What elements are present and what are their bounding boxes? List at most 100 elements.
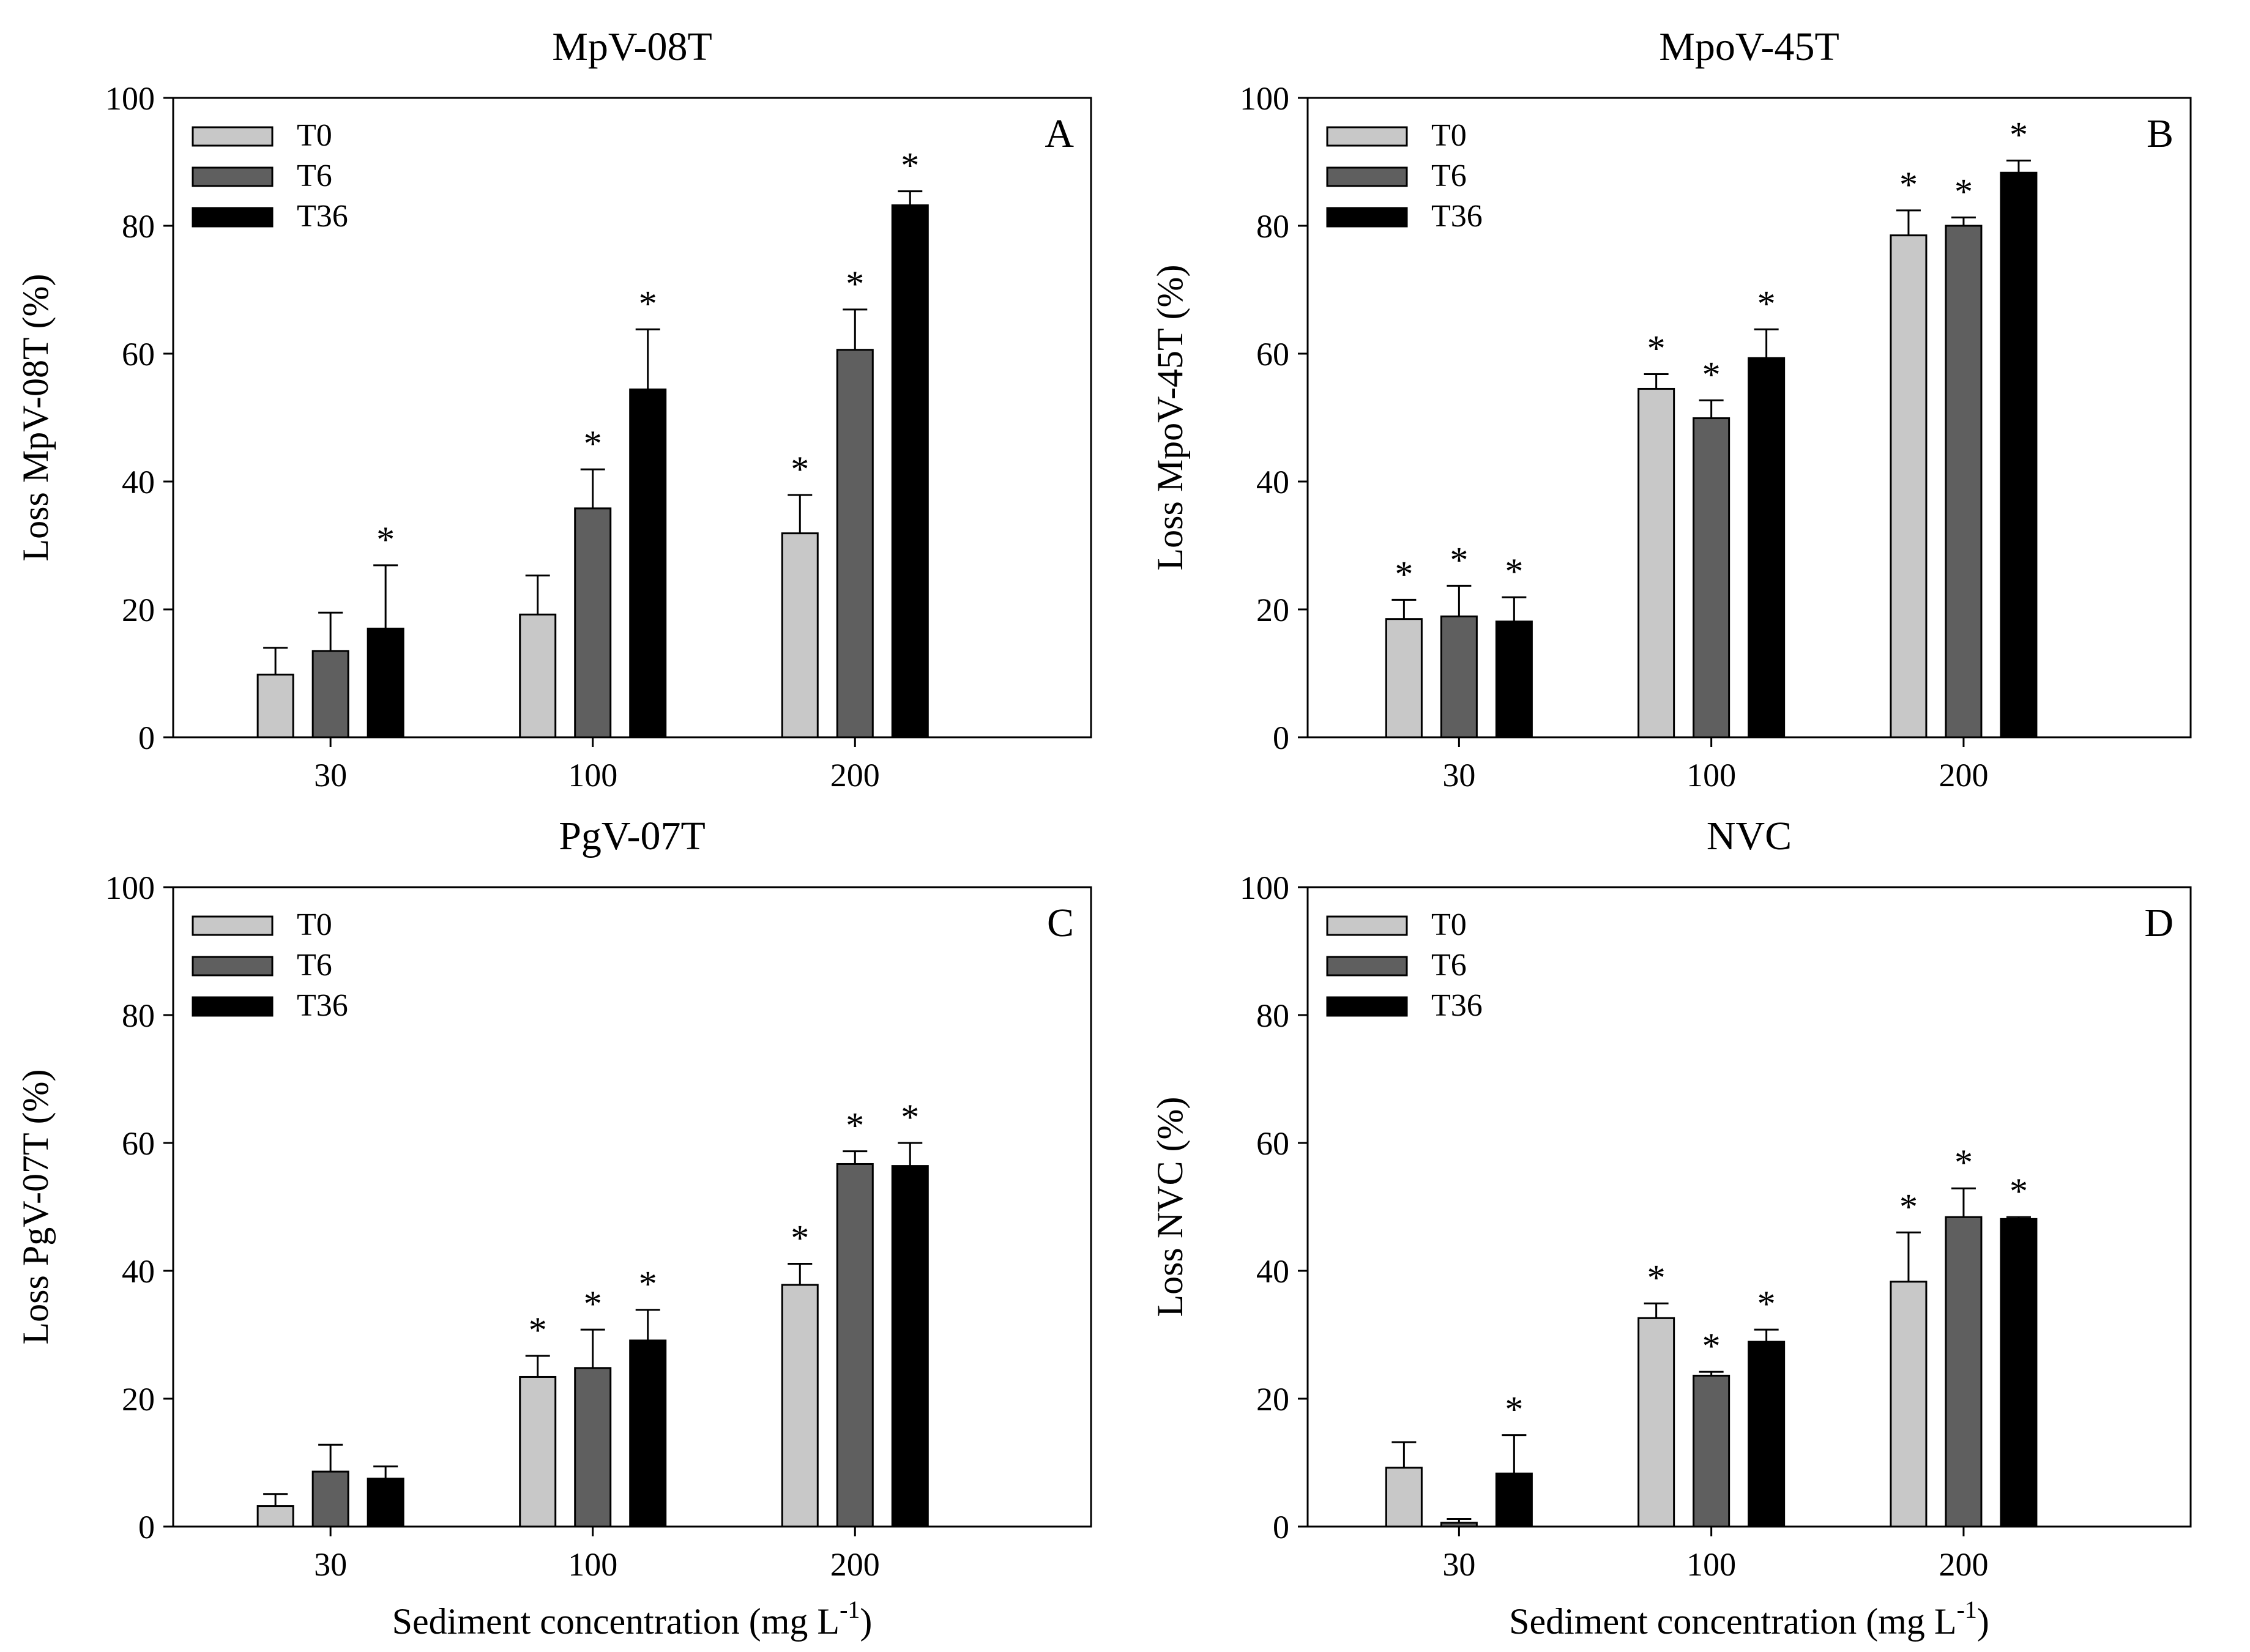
bar-t6-200: [836, 1163, 874, 1528]
x-tick-label: 100: [568, 1546, 617, 1583]
bar-t36-200: [891, 204, 929, 739]
significance-star: *: [1702, 354, 1721, 395]
bar-t0-200: [781, 532, 819, 739]
y-tick-label: 20: [122, 1381, 155, 1418]
bar-t6-100: [1693, 1374, 1730, 1528]
bar-t36-30: [367, 627, 404, 739]
significance-star: *: [2010, 1171, 2028, 1211]
x-tick-label: 200: [830, 757, 880, 794]
legend-label-t0: T0: [1431, 118, 1467, 153]
bar-t6-30: [311, 650, 349, 739]
x-axis-label: Sediment concentration (mg L-1): [1509, 1596, 1989, 1642]
chart-title: NVC: [1707, 814, 1792, 858]
significance-star: *: [1505, 551, 1523, 592]
y-tick-label: 80: [122, 208, 155, 245]
x-tick-label: 200: [1939, 757, 1988, 794]
y-axis-label: Loss MpV-08T (%): [15, 273, 56, 561]
significance-star: *: [2010, 114, 2028, 155]
bar-t36-30: [1495, 1472, 1533, 1528]
bar-t0-100: [1637, 387, 1675, 739]
x-tick-label: 30: [1442, 1546, 1475, 1583]
bar-t0-30: [1385, 1467, 1423, 1528]
legend-label-t6: T6: [297, 948, 332, 983]
bar-t0-30: [256, 1505, 294, 1528]
x-tick-label: 200: [830, 1546, 880, 1583]
legend-swatch-t0: [192, 126, 274, 147]
chart-title: MpV-08T: [552, 24, 712, 69]
significance-star: *: [584, 1284, 602, 1324]
significance-star: *: [1647, 1257, 1666, 1298]
legend-swatch-t0: [192, 915, 274, 936]
significance-star: *: [1899, 1186, 1918, 1227]
y-tick-label: 60: [122, 336, 155, 373]
y-tick-label: 20: [1256, 1381, 1289, 1418]
legend-label-t36: T36: [297, 988, 348, 1023]
significance-star: *: [1954, 1142, 1973, 1183]
panel-letter: D: [2144, 901, 2174, 945]
y-tick-label: 100: [105, 869, 155, 906]
y-tick-label: 20: [122, 592, 155, 628]
bar-t6-100: [574, 1367, 612, 1528]
significance-star: *: [1395, 554, 1413, 594]
x-tick-label: 30: [314, 1546, 347, 1583]
chart-title: MpoV-45T: [1659, 24, 1839, 69]
chart-title: PgV-07T: [559, 814, 706, 858]
panel-B: 0 20 40 60 80 100 30 * * * 100 * * * 200 * * * MpoV-45T B Lo…: [1150, 24, 2192, 794]
x-axis-label-main: Sediment concentration (mg L: [1509, 1601, 1956, 1642]
y-tick-label: 0: [1273, 1509, 1289, 1546]
bar-t6-30: [1440, 615, 1478, 739]
y-tick-label: 100: [1240, 80, 1289, 117]
x-axis-label-superscript: -1: [1957, 1596, 1977, 1623]
legend-swatch-t6: [1326, 956, 1408, 977]
y-tick-label: 100: [105, 80, 155, 117]
panel-letter: C: [1047, 901, 1074, 945]
y-tick-label: 80: [122, 997, 155, 1034]
x-axis-label-close: ): [1977, 1601, 1989, 1642]
legend-swatch-t6: [1326, 166, 1408, 187]
bar-t0-100: [1637, 1317, 1675, 1528]
y-axis-label: Loss MpoV-45T (%): [1150, 264, 1190, 570]
y-tick-label: 0: [1273, 720, 1289, 756]
x-tick-label: 100: [568, 757, 617, 794]
y-tick-label: 80: [1256, 208, 1289, 245]
y-tick-label: 60: [122, 1125, 155, 1162]
panel-letter: B: [2147, 111, 2174, 156]
panel-D: 0 20 40 60 80 100 30 * 100 * * * 200 * * * NVC D Loss NVC …: [1150, 814, 2192, 1642]
significance-star: *: [1757, 283, 1776, 324]
bar-t0-30: [256, 674, 294, 739]
y-tick-label: 40: [122, 464, 155, 500]
y-tick-label: 40: [122, 1253, 155, 1290]
x-tick-label: 30: [314, 757, 347, 794]
bar-t0-100: [519, 1375, 557, 1528]
bar-t6-200: [1945, 225, 1983, 739]
bar-t36-30: [367, 1478, 404, 1528]
y-tick-label: 40: [1256, 464, 1289, 500]
significance-star: *: [639, 283, 657, 324]
bar-t6-30: [1440, 1522, 1478, 1528]
legend-label-t36: T36: [1431, 199, 1483, 234]
y-tick-label: 0: [138, 720, 155, 756]
y-tick-label: 0: [138, 1509, 155, 1546]
legend-swatch-t6: [192, 956, 274, 977]
bar-t0-200: [1890, 1281, 1928, 1528]
x-axis-label-superscript: -1: [840, 1596, 860, 1623]
x-axis-label-main: Sediment concentration (mg L: [392, 1601, 840, 1642]
significance-star: *: [846, 264, 864, 304]
legend-label-t0: T0: [297, 907, 332, 942]
legend-label-t36: T36: [1431, 988, 1483, 1023]
significance-star: *: [1702, 1326, 1721, 1366]
y-tick-label: 40: [1256, 1253, 1289, 1290]
legend-label-t6: T6: [1431, 948, 1467, 983]
x-tick-label: 100: [1686, 757, 1736, 794]
bar-t6-200: [1945, 1216, 1983, 1528]
panel-A: 0 20 40 60 80 100 30 * 100 * * 200 * * * MpV-08T A Loss M…: [15, 24, 1092, 794]
bar-t36-200: [2000, 171, 2038, 739]
bar-t36-100: [629, 389, 667, 739]
bar-t36-100: [1748, 1341, 1786, 1528]
bar-t0-100: [519, 613, 557, 739]
x-tick-label: 200: [1939, 1546, 1988, 1583]
x-tick-label: 100: [1686, 1546, 1736, 1583]
bar-t36-30: [1495, 620, 1533, 739]
legend-label-t0: T0: [297, 118, 332, 153]
